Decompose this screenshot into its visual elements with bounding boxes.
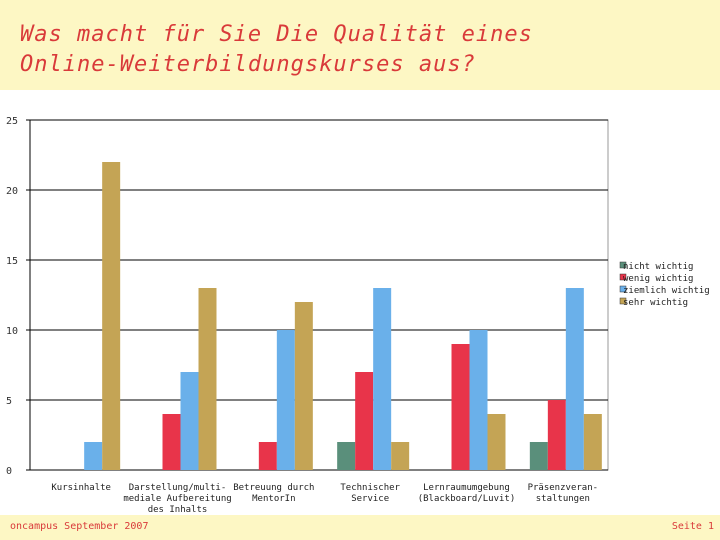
- bar: [198, 288, 217, 470]
- bar: [451, 344, 470, 470]
- x-category-label: Darstellung/multi-mediale Aufbereitung de…: [123, 483, 231, 515]
- legend-swatch: [619, 273, 627, 281]
- x-category-label-line: Lernraumumgebung: [423, 483, 510, 493]
- bar: [529, 442, 548, 470]
- x-category-label-line: staltungen: [536, 494, 590, 504]
- footer-band: [0, 515, 720, 540]
- legend-label: ziemlich wichtig: [623, 286, 710, 296]
- x-category-label: Betreuung durch MentorIn: [233, 483, 314, 504]
- axis-layer: 0 5 10 15 20 25 Kursinhalte Darstellung/multi-m…: [6, 116, 598, 515]
- bar: [373, 288, 392, 470]
- bar: [583, 414, 602, 470]
- x-category-label: Lernraumumgebung (Blackboard/Luvit): [418, 483, 516, 504]
- bar: [391, 442, 410, 470]
- legend-label: sehr wichtig: [623, 298, 688, 308]
- title-line-1: Was macht für Sie Die Qualität eines: [20, 22, 533, 47]
- title-band: [0, 0, 720, 90]
- x-category-label-line: Technischer: [340, 483, 400, 493]
- x-category-label: Technischer Service: [340, 483, 400, 504]
- bar: [258, 442, 277, 470]
- y-tick-label: 5: [6, 396, 12, 407]
- footer-left: oncampus September 2007: [10, 521, 149, 532]
- bar: [469, 330, 488, 470]
- grid-layer: [29, 119, 609, 471]
- x-category-label-line: Kursinhalte: [51, 483, 111, 493]
- bar: [355, 372, 374, 470]
- bar: [547, 400, 566, 470]
- bar: [162, 414, 181, 470]
- x-category-label-line: Darstellung/multi-: [129, 483, 227, 493]
- bar-chart: 0 5 10 15 20 25 Kursinhalte Darstellung/multi-m…: [6, 116, 710, 515]
- y-tick-label: 20: [6, 186, 18, 197]
- y-tick-label: 0: [6, 466, 12, 477]
- legend-swatch: [619, 297, 627, 305]
- bar: [294, 302, 313, 470]
- page-title: Was macht für Sie Die Qualität eines Onl…: [20, 20, 700, 80]
- bars-layer: [84, 162, 602, 470]
- x-category-label-line: Service: [351, 494, 389, 504]
- y-tick-label: 25: [6, 116, 18, 127]
- x-category-label-line: (Blackboard/Luvit): [418, 494, 516, 504]
- bar: [84, 442, 103, 470]
- legend-swatch: [619, 285, 627, 293]
- page-number: Seite 1: [671, 521, 714, 532]
- x-category-label-line: des Inhalts: [148, 505, 208, 515]
- x-category-label-line: Präsenzveran-: [528, 483, 598, 493]
- legend-label: wenig wichtig: [623, 274, 693, 284]
- y-tick-label: 15: [6, 256, 18, 267]
- bar: [102, 162, 121, 470]
- y-tick-label: 10: [6, 326, 18, 337]
- bar: [565, 288, 584, 470]
- bar: [337, 442, 356, 470]
- x-category-label-line: mediale Aufbereitung: [123, 494, 231, 504]
- x-category-label: Präsenzveran-staltungen: [528, 483, 598, 504]
- x-category-label-line: Betreuung durch: [233, 483, 314, 493]
- legend-label: nicht wichtig: [623, 262, 693, 272]
- x-category-label-line: MentorIn: [252, 494, 295, 504]
- title-line-2: Online-Weiterbildungskurses aus?: [20, 52, 476, 77]
- legend: nicht wichtig wenig wichtig ziemlich wicht…: [619, 261, 710, 308]
- bar: [487, 414, 506, 470]
- bar: [276, 330, 295, 470]
- bar: [180, 372, 199, 470]
- x-category-label: Kursinhalte: [51, 483, 111, 493]
- legend-swatch: [619, 261, 627, 269]
